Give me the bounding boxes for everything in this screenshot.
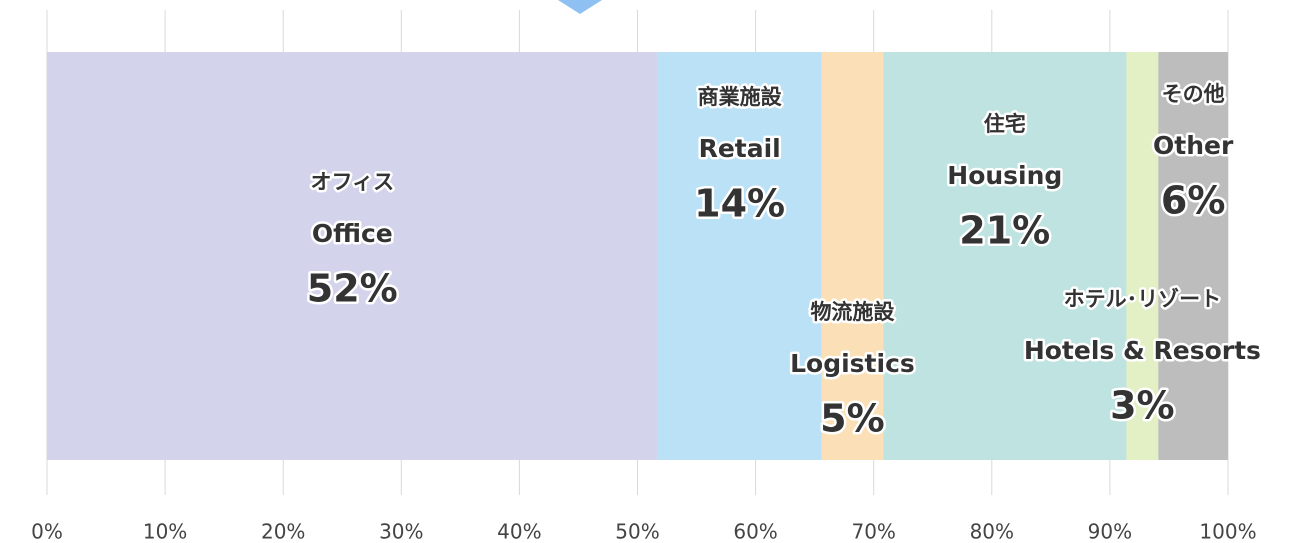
x-tick-label: 80% (970, 520, 1014, 543)
value-label: 14% (694, 182, 785, 226)
x-tick-label: 30% (379, 520, 423, 543)
x-tick-label: 0% (31, 520, 63, 543)
value-label: 6% (1161, 179, 1226, 223)
x-tick-label: 90% (1088, 520, 1132, 543)
bar-segment (883, 52, 1127, 460)
value-label: 5% (820, 397, 885, 441)
x-tick-label: 60% (733, 520, 777, 543)
x-tick-label: 20% (261, 520, 305, 543)
segment-name: 住宅 (984, 112, 1026, 136)
segment-name: オフィス (310, 170, 394, 194)
segment-name: ホテル･リゾート (1064, 287, 1222, 311)
bar-segment (1158, 52, 1228, 460)
x-tick-label: 100% (1199, 520, 1256, 543)
x-tick-label: 10% (143, 520, 187, 543)
segment-name: 商業施設 (698, 85, 783, 109)
x-tick-label: 70% (851, 520, 895, 543)
value-label: 3% (1110, 384, 1175, 428)
value-label: 21% (959, 209, 1050, 253)
segment-name-en: Office (312, 219, 393, 248)
bar-segment (1126, 52, 1159, 460)
value-label: 52% (307, 267, 398, 311)
segment-name-en: Hotels & Resorts (1024, 336, 1261, 365)
segment-name-en: Other (1153, 131, 1234, 160)
segment-name-en: Logistics (790, 349, 915, 378)
x-tick-label: 40% (497, 520, 541, 543)
x-tick-label: 50% (615, 520, 659, 543)
segment-name: 物流施設 (810, 300, 895, 324)
segment-name: その他 (1162, 82, 1225, 106)
pointer-arrow (558, 0, 602, 14)
bar-segment (657, 52, 822, 460)
bar-segment (821, 52, 884, 460)
segment-name-en: Housing (947, 161, 1062, 190)
bar-segment (47, 52, 658, 460)
segment-name-en: Retail (699, 134, 781, 163)
